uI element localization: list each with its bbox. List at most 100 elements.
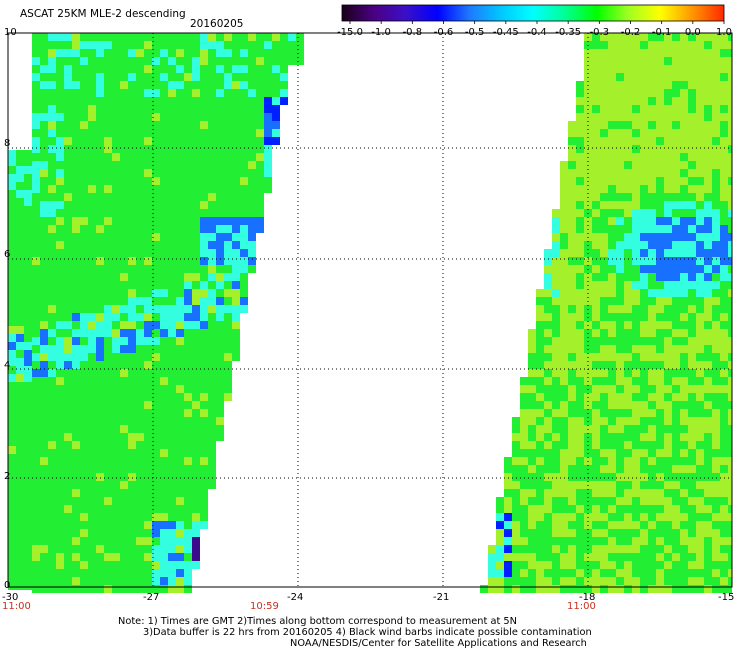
data-cell xyxy=(712,337,720,345)
data-cell xyxy=(560,161,568,169)
data-cell xyxy=(576,169,584,177)
data-cell xyxy=(160,465,168,473)
data-cell xyxy=(208,337,216,345)
data-cell xyxy=(112,161,120,169)
data-cell xyxy=(128,569,136,577)
data-cell xyxy=(672,369,680,377)
data-cell xyxy=(32,329,40,337)
data-cell xyxy=(80,529,88,537)
data-cell xyxy=(680,113,688,121)
data-cell xyxy=(184,73,192,81)
data-cell xyxy=(544,569,552,577)
data-cell xyxy=(80,569,88,577)
data-cell xyxy=(56,241,64,249)
data-cell xyxy=(88,97,96,105)
data-cell xyxy=(544,505,552,513)
data-cell xyxy=(648,129,656,137)
data-cell xyxy=(88,441,96,449)
data-cell xyxy=(600,289,608,297)
data-cell xyxy=(648,361,656,369)
data-cell xyxy=(80,257,88,265)
data-cell xyxy=(176,137,184,145)
data-cell xyxy=(72,65,80,73)
data-cell xyxy=(64,401,72,409)
data-cell xyxy=(600,561,608,569)
data-cell xyxy=(112,97,120,105)
data-cell xyxy=(96,153,104,161)
data-cell xyxy=(576,281,584,289)
data-cell xyxy=(712,537,720,545)
data-cell xyxy=(112,137,120,145)
data-cell xyxy=(72,185,80,193)
data-cell xyxy=(8,246,16,254)
data-cell xyxy=(592,289,600,297)
data-cell xyxy=(48,281,56,289)
data-cell xyxy=(64,129,72,137)
data-cell xyxy=(24,262,32,270)
data-cell xyxy=(152,249,160,257)
data-cell xyxy=(104,321,112,329)
data-cell xyxy=(8,414,16,422)
data-cell xyxy=(680,577,688,585)
data-cell xyxy=(72,513,80,521)
data-cell xyxy=(544,337,552,345)
data-cell xyxy=(224,209,232,217)
data-cell xyxy=(40,97,48,105)
data-cell xyxy=(680,473,688,481)
data-cell xyxy=(624,225,632,233)
data-cell xyxy=(56,401,64,409)
data-cell xyxy=(224,297,232,305)
data-cell xyxy=(112,321,120,329)
data-cell xyxy=(648,369,656,377)
data-cell xyxy=(592,185,600,193)
data-cell xyxy=(120,345,128,353)
data-cell xyxy=(712,73,720,81)
data-cell xyxy=(592,201,600,209)
data-cell xyxy=(560,273,568,281)
data-cell xyxy=(648,33,656,41)
data-cell xyxy=(192,241,200,249)
data-cell xyxy=(576,513,584,521)
data-cell xyxy=(552,305,560,313)
data-cell xyxy=(144,33,152,41)
data-cell xyxy=(192,457,200,465)
data-cell xyxy=(624,81,632,89)
data-cell xyxy=(240,201,248,209)
data-cell xyxy=(232,137,240,145)
data-cell xyxy=(8,310,16,318)
data-cell xyxy=(224,377,232,385)
data-cell xyxy=(200,225,208,233)
data-cell xyxy=(104,305,112,313)
data-cell xyxy=(88,377,96,385)
data-cell xyxy=(104,345,112,353)
data-cell xyxy=(168,321,176,329)
data-cell xyxy=(192,441,200,449)
data-cell xyxy=(32,537,40,545)
data-cell xyxy=(568,241,576,249)
data-cell xyxy=(640,217,648,225)
data-cell xyxy=(96,145,104,153)
data-cell xyxy=(704,385,712,393)
data-cell xyxy=(32,225,40,233)
data-cell xyxy=(192,537,200,545)
data-cell xyxy=(544,385,552,393)
data-cell xyxy=(552,345,560,353)
data-cell xyxy=(576,465,584,473)
data-cell xyxy=(608,49,616,57)
data-cell xyxy=(152,81,160,89)
data-cell xyxy=(192,73,200,81)
data-cell xyxy=(704,353,712,361)
data-cell xyxy=(176,513,184,521)
data-cell xyxy=(712,489,720,497)
data-cell xyxy=(104,417,112,425)
data-cell xyxy=(232,337,240,345)
data-cell xyxy=(96,569,104,577)
data-cell xyxy=(144,145,152,153)
data-cell xyxy=(256,153,264,161)
data-cell xyxy=(96,553,104,561)
data-cell xyxy=(144,289,152,297)
data-cell xyxy=(144,521,152,529)
data-cell xyxy=(728,49,732,57)
data-cell xyxy=(672,73,680,81)
data-cell xyxy=(64,561,72,569)
